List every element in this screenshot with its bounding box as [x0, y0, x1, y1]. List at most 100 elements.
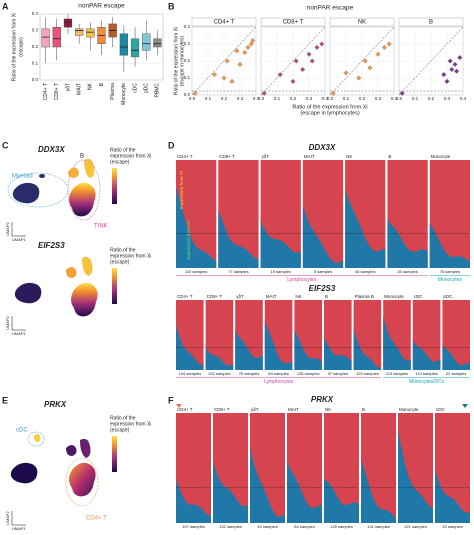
- x-tick-label: 0.0: [258, 96, 265, 101]
- xa-area: [387, 220, 428, 268]
- sample-count: 37 samples: [328, 371, 348, 376]
- cell-type-label: cDC: [436, 407, 445, 412]
- umap-cluster: [68, 167, 79, 178]
- panel-label: C: [2, 140, 9, 150]
- colorbar-title: expression from Xi: [110, 153, 151, 159]
- point: [290, 78, 296, 84]
- umap-cluster: [69, 182, 96, 217]
- point: [234, 48, 240, 54]
- xa-area: [353, 327, 382, 370]
- x-axis-label: (escape in lymphocytes): [300, 110, 359, 116]
- cell-type-label: CD8+ T: [219, 154, 235, 159]
- sample-count: 132 samples: [219, 524, 242, 529]
- point: [192, 90, 198, 96]
- cell-type-label: NK: [295, 294, 301, 299]
- x-tick-label: 0.4: [460, 96, 467, 101]
- x-tick-label: 0.3: [237, 96, 244, 101]
- y-tick-label: 0.3: [32, 28, 39, 33]
- xa-area: [213, 460, 248, 523]
- sample-count: 33 samples: [442, 524, 462, 529]
- umap-e: PRKX cDC CD4+ T UMAP1 UMAP2 Ratio of the…: [5, 400, 151, 531]
- cell-type-label: MAIT: [304, 154, 315, 159]
- xa-area: [218, 209, 259, 268]
- chart-title: nonPAR escape: [307, 5, 354, 12]
- cell-type-label: cDC: [414, 294, 423, 299]
- xa-area: [176, 480, 211, 523]
- point: [211, 72, 217, 78]
- box: [52, 27, 61, 48]
- sample-count: 113 samples: [415, 371, 437, 376]
- umap-c: DDX3X Myeloid B T/NK UMAP1 UMAP2 Ratio o…: [5, 145, 151, 336]
- box: [142, 33, 151, 51]
- cell-type-label: CD8+ T: [207, 294, 223, 299]
- umap-cluster: [39, 174, 45, 178]
- xa-area: [435, 469, 470, 523]
- sample-count: 19 samples: [270, 269, 290, 274]
- axis-label: UMAP1: [12, 526, 27, 531]
- panel-label: B: [168, 1, 175, 11]
- x-tick-label: 0.0: [327, 96, 334, 101]
- point: [356, 75, 362, 81]
- xa-area: [398, 431, 433, 523]
- x-tick-label: 0.4: [391, 96, 398, 101]
- sample-count: 34 samples: [257, 524, 277, 529]
- xa-area: [383, 315, 411, 370]
- axis-label: UMAP2: [5, 510, 10, 525]
- box: [130, 38, 140, 58]
- y-axis-label: (escape in monocytes): [179, 36, 185, 87]
- cell-type-label: NK: [325, 407, 331, 412]
- box: [119, 33, 128, 56]
- x-tick-label: 0.2: [359, 96, 366, 101]
- umap-cluster: [80, 438, 91, 458]
- y-tick-label: 0.3: [184, 41, 191, 46]
- x-tick-label: γδT: [65, 83, 71, 91]
- xa-area: [176, 324, 204, 370]
- cell-type-label: MAIT: [288, 407, 299, 412]
- xa-area: [176, 186, 217, 268]
- sample-count: 113 samples: [386, 371, 408, 376]
- sample-count: 45 samples: [355, 269, 375, 274]
- legend-label: CD8+ T: [283, 20, 304, 26]
- identity-line: [191, 26, 257, 96]
- point: [381, 44, 387, 50]
- box: [63, 18, 73, 28]
- x-tick-label: PBMC: [155, 83, 161, 98]
- outline: [67, 159, 101, 221]
- marker: [176, 404, 182, 408]
- xa-area: [264, 320, 293, 370]
- x-tick-label: MAIT: [76, 83, 82, 95]
- sample-count: 25 samples: [397, 269, 417, 274]
- sample-count: 5 samples: [314, 269, 332, 274]
- colorbar-title: expression from Xi: [110, 253, 151, 259]
- umap-cluster: [82, 256, 93, 276]
- x-tick-label: pDC: [144, 83, 150, 93]
- legend-label: B: [429, 20, 433, 26]
- x-tick-label: 0.2: [290, 96, 297, 101]
- colorbar-title: Ratio of the: [110, 247, 136, 253]
- xa-area: [235, 330, 263, 370]
- y-tick-label: 0.0: [184, 92, 191, 97]
- point: [306, 51, 312, 57]
- colorbar-title: (escape): [110, 159, 130, 165]
- cell-type-label: CD4+ T: [177, 154, 193, 159]
- xa-area: [260, 220, 301, 268]
- y-tick-label: 0.2: [32, 44, 39, 49]
- point: [386, 41, 392, 47]
- x-tick-label: CD4+ T: [43, 83, 49, 100]
- x-tick-label: CD8+ T: [54, 83, 60, 100]
- cell-type-label: B: [325, 294, 328, 299]
- cell-type-label: MAIT: [266, 294, 277, 299]
- cell-type-label: Plasma B: [355, 294, 374, 299]
- umap-label: CD4+ T: [86, 516, 107, 522]
- xa-area: [324, 338, 352, 370]
- umap-cluster: [84, 158, 95, 178]
- x-tick-label: Plasma: [110, 83, 116, 100]
- colorbar-title: expression from Xi: [110, 421, 151, 427]
- y-tick-label: 0.1: [184, 75, 191, 80]
- y-tick-label: 0.1: [32, 61, 39, 66]
- group-label: Lymphocytes: [264, 379, 294, 385]
- umap-cluster: [14, 282, 42, 304]
- cell-type-label: Monocyte: [399, 407, 419, 412]
- gene-title: DDX3X: [38, 145, 65, 154]
